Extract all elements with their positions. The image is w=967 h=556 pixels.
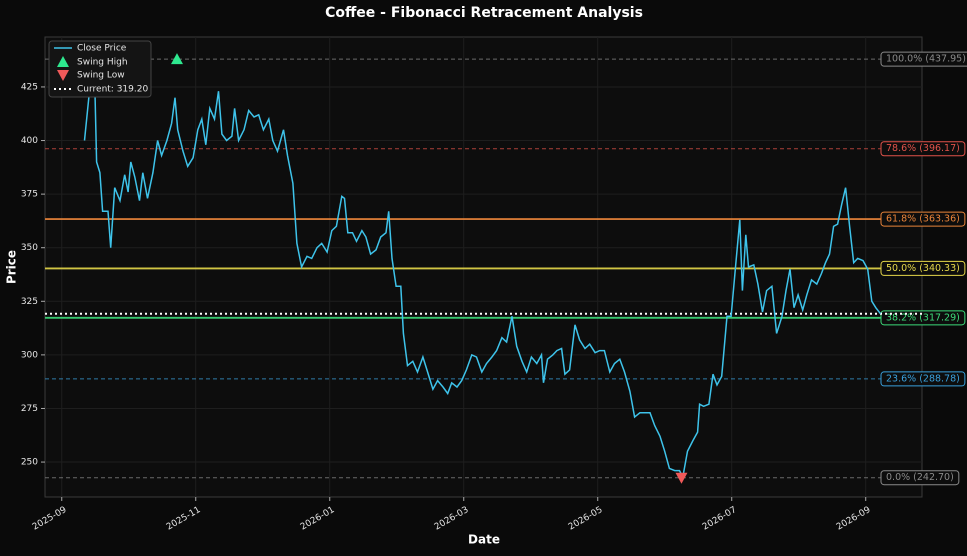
fib-label: 61.8% (363.36)	[886, 214, 960, 225]
fib-label: 50.0% (340.33)	[886, 263, 960, 274]
y-tick-label: 325	[21, 297, 38, 307]
legend-label: Swing Low	[77, 71, 125, 81]
legend-label: Current: 319.20	[77, 85, 148, 95]
legend: Close Price Swing High Swing Low Current: 3…	[48, 40, 152, 98]
fib-label: 0.0% (242.70)	[886, 472, 954, 483]
fib-label: 100.0% (437.95)	[886, 54, 966, 65]
fib-label-box	[880, 141, 966, 157]
fib-label: 78.6% (396.17)	[886, 143, 960, 154]
fib-label-box	[880, 371, 966, 387]
chart-title: Coffee - Fibonacci Retracement Analysis	[325, 5, 643, 21]
legend-swatch	[57, 56, 69, 67]
legend-label: Swing High	[77, 58, 128, 68]
x-axis-label: Date	[468, 533, 500, 547]
fib-label: 38.2% (317.29)	[886, 312, 960, 323]
legend-label: Close Price	[77, 44, 127, 54]
fib-label-box	[880, 211, 966, 227]
fib-label: 23.6% (288.78)	[886, 373, 960, 384]
y-tick-label: 300	[21, 350, 38, 360]
swing-high-marker	[170, 53, 183, 65]
fib-label-box	[880, 470, 960, 486]
swing-low-marker	[675, 472, 688, 484]
plot-area	[44, 36, 923, 498]
y-axis-label: Price	[5, 250, 19, 284]
y-tick-label: 350	[21, 243, 38, 253]
y-tick-label: 400	[21, 136, 38, 146]
y-tick-label: 425	[21, 82, 38, 92]
y-tick-label: 250	[21, 458, 38, 468]
fib-label-box	[880, 260, 966, 276]
legend-box	[48, 40, 152, 98]
y-tick-label: 275	[21, 404, 38, 414]
y-tick-label: 375	[21, 190, 38, 200]
fib-label-box	[880, 51, 967, 67]
price-line	[83, 75, 882, 480]
legend-swatch	[57, 70, 69, 81]
